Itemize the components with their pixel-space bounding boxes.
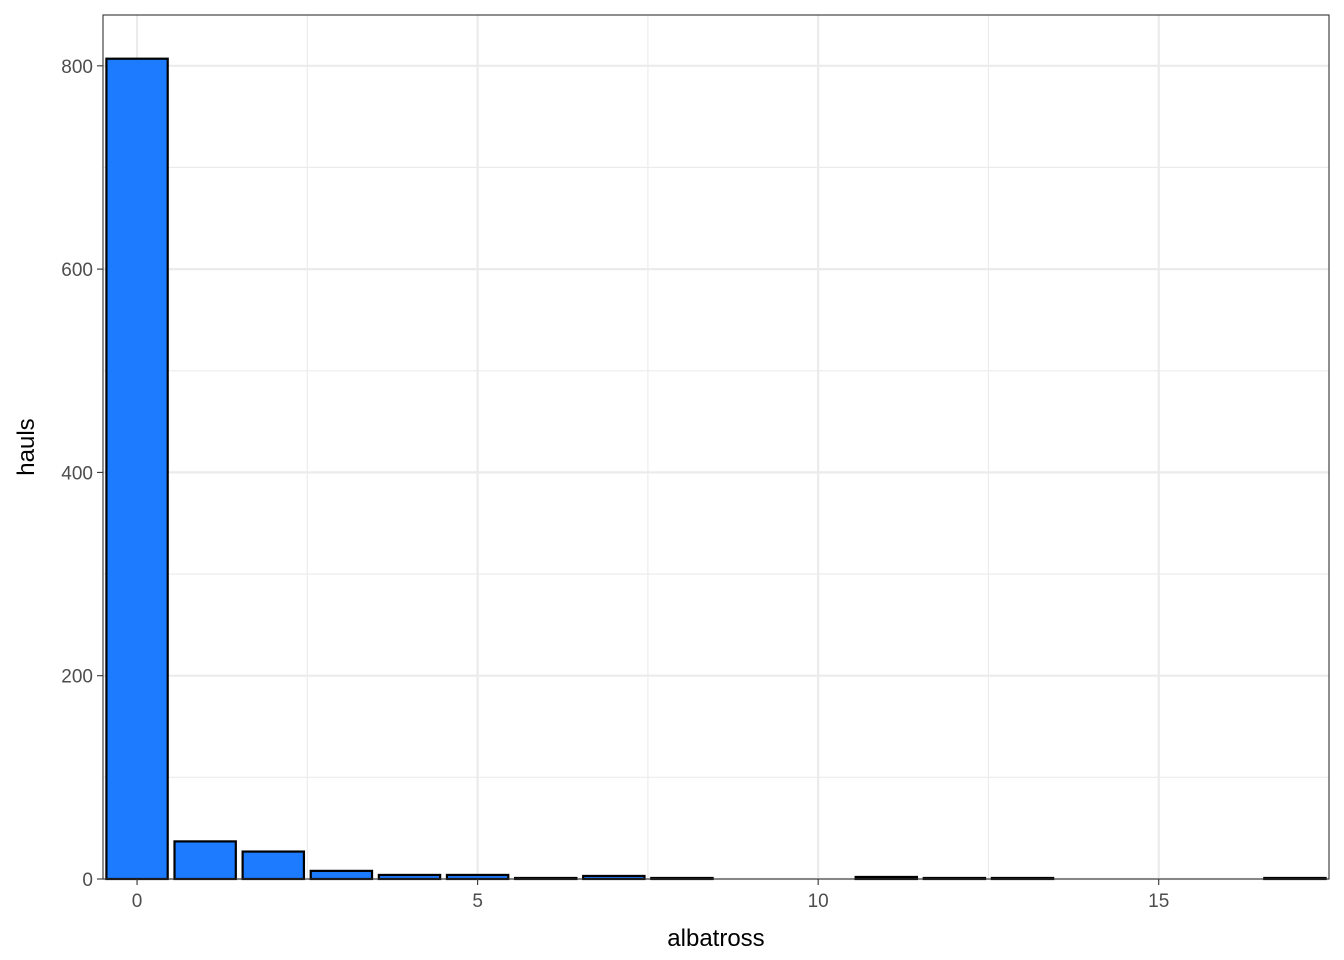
x-tick-label: 10 bbox=[808, 891, 829, 912]
panel-border bbox=[102, 14, 1330, 880]
x-tick-label: 5 bbox=[472, 891, 483, 912]
x-axis-title: albatross bbox=[667, 925, 764, 952]
bar-5 bbox=[445, 873, 510, 881]
y-tick-label: 400 bbox=[61, 463, 93, 484]
y-tick-label: 600 bbox=[61, 260, 93, 281]
axis-ticks bbox=[97, 65, 1160, 885]
y-tick-label: 0 bbox=[82, 870, 93, 891]
y-tick-label: 200 bbox=[61, 667, 93, 688]
y-axis-tick-labels: 0 200 400 600 800 bbox=[61, 57, 93, 891]
bar-0 bbox=[105, 57, 169, 881]
y-tick-label: 800 bbox=[61, 57, 93, 78]
bar-4 bbox=[377, 873, 442, 881]
y-axis-title: hauls bbox=[13, 418, 40, 475]
x-tick-label: 0 bbox=[132, 891, 143, 912]
x-axis-tick-labels: 0 5 10 15 bbox=[132, 891, 1170, 912]
bar-1 bbox=[173, 840, 237, 881]
x-tick-label: 15 bbox=[1148, 891, 1169, 912]
bar-2 bbox=[241, 850, 306, 881]
bar-3 bbox=[309, 869, 374, 881]
